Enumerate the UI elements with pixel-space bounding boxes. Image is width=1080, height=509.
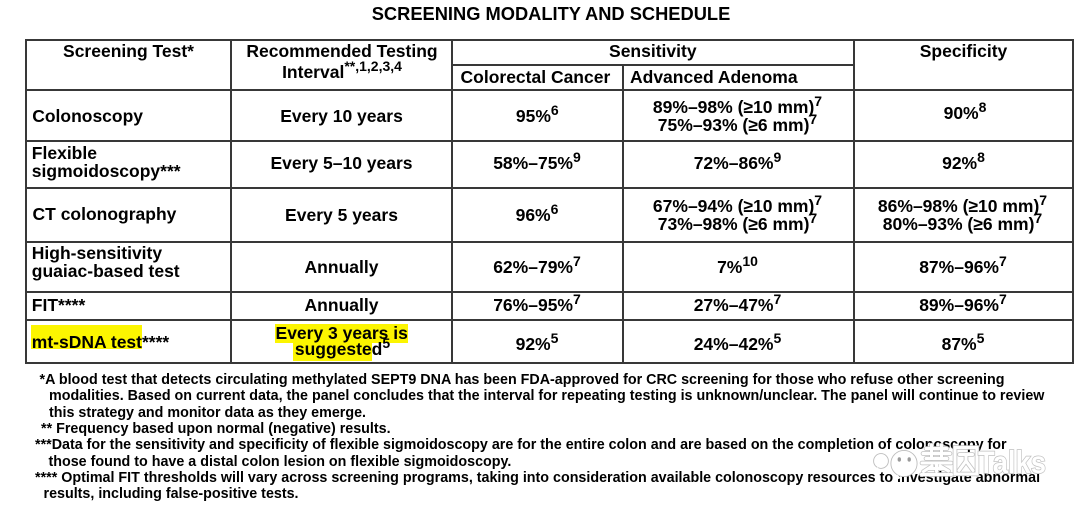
- svg-text:Talks: Talks: [978, 444, 1046, 480]
